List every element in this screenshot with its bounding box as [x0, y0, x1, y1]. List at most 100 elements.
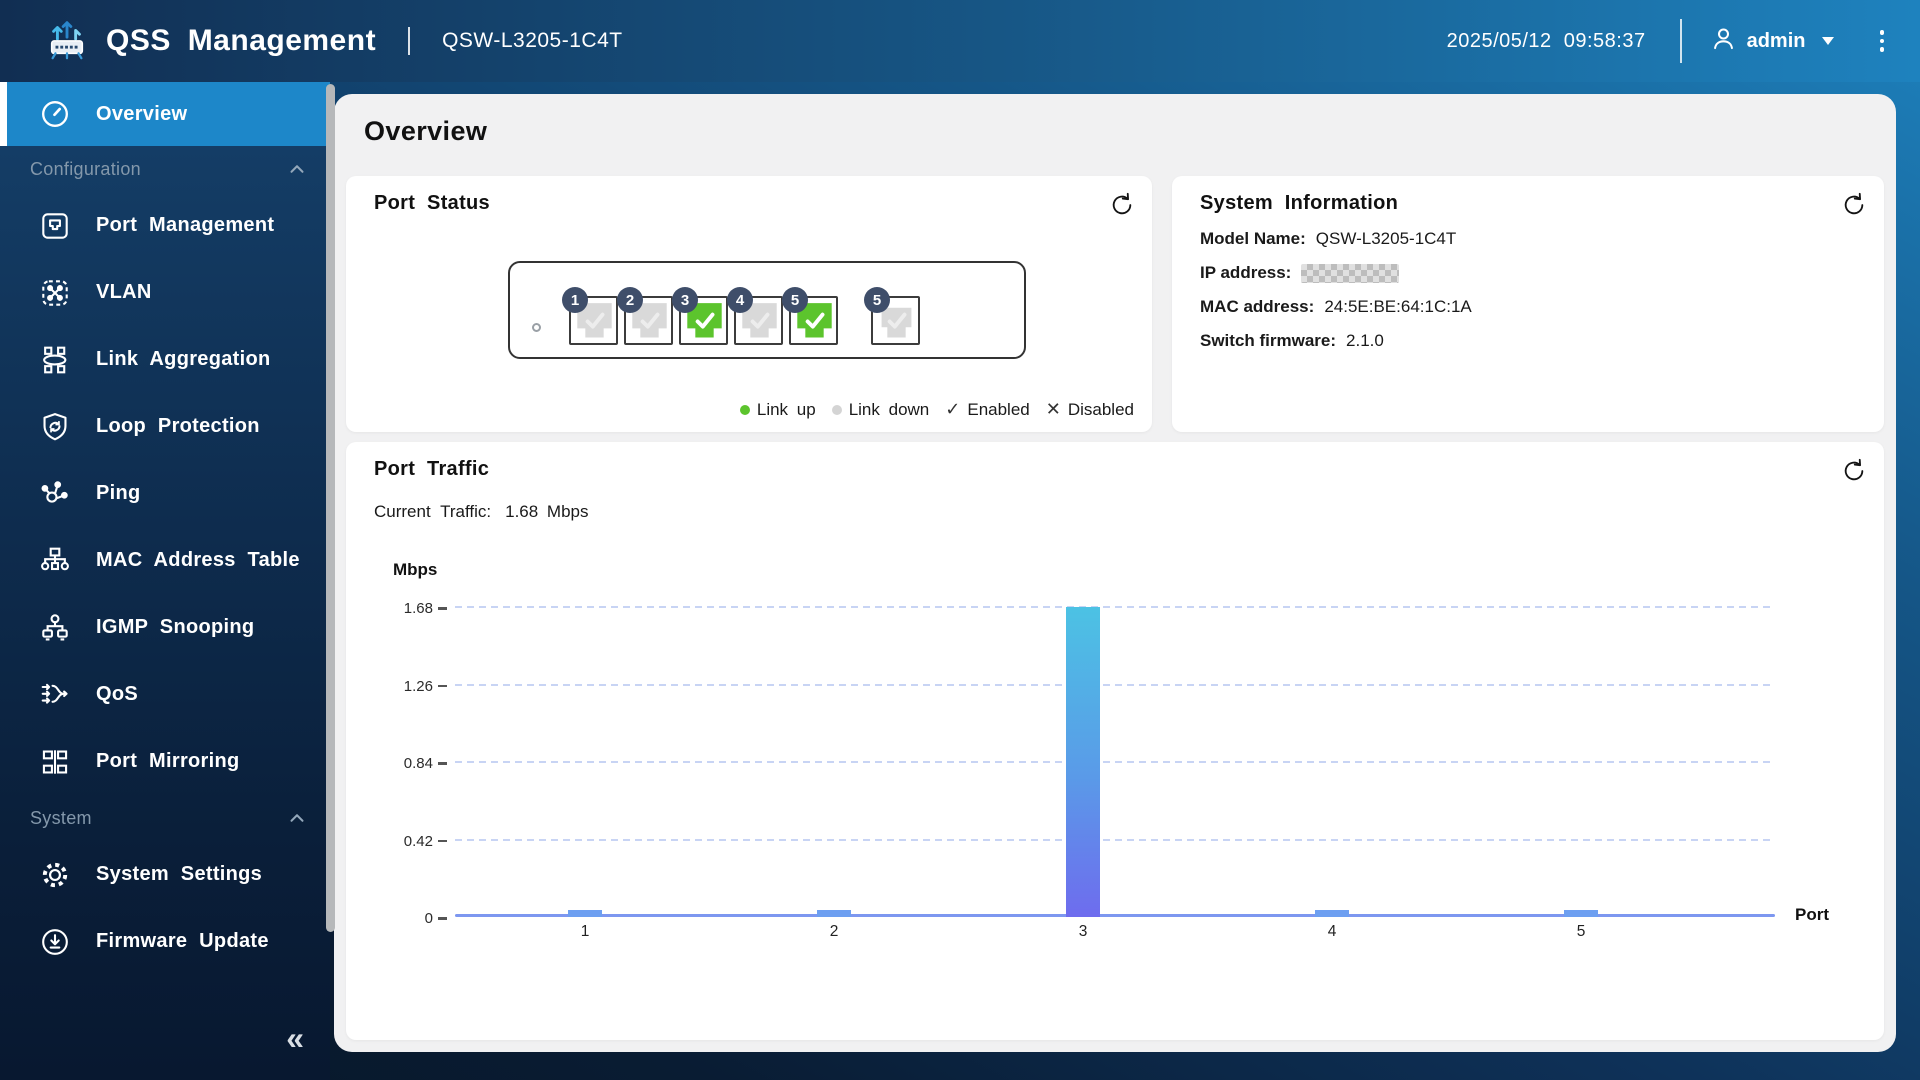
sidebar-item-link-aggregation[interactable]: Link Aggregation: [0, 326, 330, 393]
y-tick-label: 1.26: [377, 678, 447, 695]
x-tick-label: 3: [1078, 923, 1088, 940]
datetime: 2025/05/12 09:58:37: [1446, 29, 1646, 52]
system-info-title: System Information: [1200, 192, 1399, 214]
sidebar-item-overview[interactable]: Overview: [0, 82, 330, 146]
system-info-rows: Model Name: QSW-L3205-1C4T IP address: M…: [1200, 222, 1472, 358]
system-info-card: System Information Model Name: QSW-L3205…: [1172, 176, 1884, 432]
vlan-icon: [38, 276, 72, 310]
chevron-down-icon: [1821, 37, 1834, 45]
sidebar-item-firmware-update[interactable]: Firmware Update: [0, 908, 330, 975]
chart-bar-port-2: [817, 910, 851, 917]
legend-enabled: ✓ Enabled: [945, 399, 1030, 419]
port-jack-icon: [687, 303, 722, 338]
sidebar: Overview Configuration Port Management V…: [0, 82, 330, 1080]
port-number-badge: 4: [727, 287, 753, 313]
igmp-icon: [38, 611, 72, 645]
legend-disabled: ✕ Disabled: [1045, 399, 1134, 419]
user-icon: [1710, 25, 1737, 57]
page-title: Overview: [364, 116, 488, 146]
chart-bar-port-3: [1066, 607, 1100, 917]
sidebar-section-system[interactable]: System: [0, 795, 330, 841]
redacted-ip-value: [1301, 263, 1400, 283]
sidebar-collapse-button[interactable]: «: [286, 1020, 304, 1056]
link-aggregation-icon: [38, 343, 72, 377]
check-icon: ✓: [945, 399, 961, 419]
refresh-icon[interactable]: [1108, 191, 1136, 219]
port-module-sfp-5[interactable]: 5: [864, 287, 920, 345]
port-traffic-card: Port Traffic Current Traffic: 1.68 Mbps M…: [346, 442, 1884, 1040]
grid-line: [455, 606, 1775, 608]
app-header: QSS Management QSW-L3205-1C4T 2025/05/12…: [0, 0, 1920, 82]
port-module-4[interactable]: 4: [727, 287, 783, 345]
info-row-ip: IP address:: [1200, 256, 1472, 290]
info-row-firmware: Switch firmware: 2.1.0: [1200, 331, 1384, 350]
port-traffic-title: Port Traffic: [374, 458, 490, 480]
cross-icon: ✕: [1045, 399, 1061, 419]
sidebar-item-mac-address-table[interactable]: MAC Address Table: [0, 527, 330, 594]
port-number-badge: 3: [672, 287, 698, 313]
sidebar-item-qos[interactable]: QoS: [0, 661, 330, 728]
grid-line: [455, 761, 1775, 763]
port-module-1[interactable]: 1: [562, 287, 618, 345]
gauge-icon: [38, 97, 72, 131]
port-status-legend: Link up Link down ✓ Enabled ✕ Disabled: [739, 399, 1134, 420]
port-mirroring-icon: [38, 745, 72, 779]
title-separator: [408, 27, 411, 55]
mac-table-icon: [38, 544, 72, 578]
sidebar-item-loop-protection[interactable]: Loop Protection: [0, 393, 330, 460]
more-menu-button[interactable]: [1876, 26, 1889, 56]
port-jack-icon: [742, 303, 777, 338]
port-jack-icon: [881, 307, 912, 338]
x-tick-label: 4: [1327, 923, 1337, 940]
qos-icon: [38, 678, 72, 712]
switch-led: [532, 323, 541, 332]
port-jack-icon: [577, 303, 612, 338]
y-tick-label: 0.84: [377, 755, 447, 772]
traffic-bar-chart: Port 0 0.42 0.84 1.26 1.68 1 2 3 4 5: [404, 600, 1829, 940]
port-icon: [38, 209, 72, 243]
sidebar-item-port-mirroring[interactable]: Port Mirroring: [0, 728, 330, 795]
port-module-2[interactable]: 2: [617, 287, 673, 345]
sidebar-section-configuration[interactable]: Configuration: [0, 146, 330, 192]
link-up-dot-icon: [739, 404, 750, 415]
port-jack-icon: [632, 303, 667, 338]
port-status-title: Port Status: [374, 192, 490, 214]
grid-line: [455, 838, 1775, 841]
scrollbar-thumb[interactable]: [326, 84, 335, 932]
chart-bar-port-4: [1315, 910, 1349, 917]
x-axis-line: [455, 914, 1775, 917]
current-traffic: Current Traffic: 1.68 Mbps: [374, 502, 589, 521]
header-right: 2025/05/12 09:58:37 admin: [1447, 19, 1894, 63]
gear-icon: [38, 858, 72, 892]
port-number-badge: 2: [617, 287, 643, 313]
port-module-3[interactable]: 3: [672, 287, 728, 345]
x-tick-label: 1: [580, 923, 590, 940]
user-menu[interactable]: admin: [1710, 25, 1834, 57]
active-indicator: [0, 82, 7, 146]
port-number-badge: 1: [562, 287, 588, 313]
content-panel: Overview Port Status 1 2 3 4 5 5 Link up Link…: [334, 94, 1896, 1052]
port-number-badge: 5: [782, 287, 808, 313]
app-title: QSS Management: [106, 24, 377, 57]
chevron-up-icon: [286, 158, 308, 180]
sidebar-item-vlan[interactable]: VLAN: [0, 259, 330, 326]
shield-loop-icon: [38, 410, 72, 444]
grid-line: [455, 683, 1775, 686]
sidebar-item-label: Overview: [96, 102, 188, 125]
sidebar-item-ping[interactable]: Ping: [0, 460, 330, 527]
switch-graphic: 1 2 3 4 5 5: [508, 261, 1026, 359]
qss-logo-icon: [44, 16, 90, 67]
legend-link-up: Link up: [739, 400, 816, 420]
refresh-icon[interactable]: [1840, 457, 1868, 485]
port-module-5[interactable]: 5: [782, 287, 838, 345]
sidebar-item-port-management[interactable]: Port Management: [0, 192, 330, 259]
chart-bar-port-1: [568, 910, 602, 917]
refresh-icon[interactable]: [1840, 191, 1868, 219]
chart-x-axis-label: Port: [1795, 905, 1829, 924]
sidebar-item-system-settings[interactable]: System Settings: [0, 841, 330, 908]
chart-bar-port-5: [1564, 910, 1598, 917]
y-tick-label: 1.68: [377, 600, 447, 617]
sidebar-item-igmp-snooping[interactable]: IGMP Snooping: [0, 594, 330, 661]
legend-link-down: Link down: [831, 400, 929, 420]
